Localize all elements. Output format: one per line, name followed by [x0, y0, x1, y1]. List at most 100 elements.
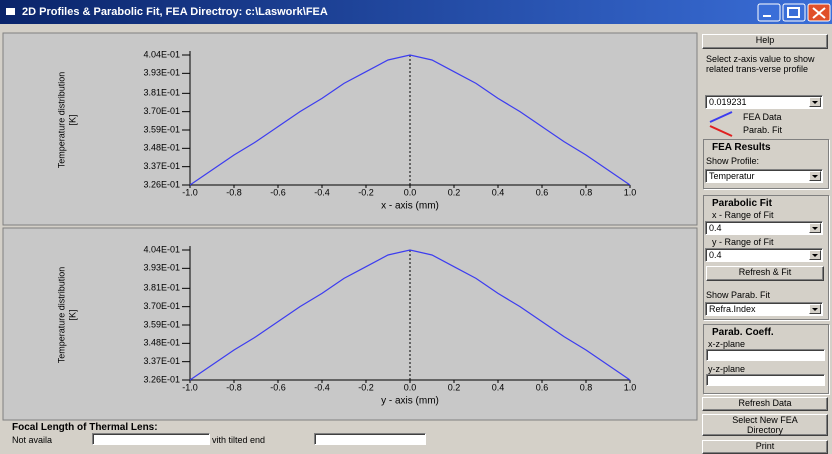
y-axis-label: [K]	[67, 309, 77, 320]
y-tick-label: 3.26E-01	[143, 179, 180, 189]
legend-line	[709, 125, 733, 137]
label: Show Parab. Fit	[706, 290, 771, 300]
xz-input[interactable]	[706, 349, 825, 361]
legend-line	[709, 111, 733, 123]
x-axis-label: x - axis (mm)	[381, 201, 439, 212]
tilted-input[interactable]	[314, 433, 426, 445]
legend-label: Parab. Fit	[743, 125, 783, 135]
instruction-text: Select z-axis value to show related tran…	[706, 54, 815, 74]
footer-title: Focal Length of Thermal Lens:	[12, 422, 158, 433]
data-line	[189, 249, 631, 381]
y-axis-label: Temperature distribution	[56, 267, 66, 364]
dropdown-arrow	[809, 171, 821, 181]
x-tick-label: 0.6	[536, 382, 549, 392]
y-tick-label: 3.93E-01	[143, 68, 180, 78]
parab-coeff-group	[703, 324, 829, 394]
x-tick-label: -0.8	[226, 382, 242, 392]
y-tick-label: 3.70E-01	[143, 106, 180, 116]
dropdown-value: 0.019231	[709, 97, 747, 107]
title-bar	[0, 0, 832, 24]
x-tick-label: -0.2	[358, 187, 374, 197]
x-range-dropdown[interactable]: 0.4	[705, 221, 823, 235]
y-range-dropdown[interactable]: 0.4	[705, 248, 823, 262]
parabolic-fit-group	[703, 195, 829, 320]
dropdown-arrow	[809, 223, 821, 233]
x-tick-label: 0.6	[536, 187, 549, 197]
y-tick-label: 3.48E-01	[143, 143, 180, 153]
x-tick-label: 0.2	[448, 382, 461, 392]
y-axis-label: [K]	[67, 114, 77, 125]
fea-results-group	[703, 139, 829, 189]
x-tick-label: -1.0	[182, 382, 198, 392]
focal-input[interactable]	[92, 433, 210, 445]
dropdown-value: Refra.Index	[709, 304, 756, 314]
footer-label: Not availa	[12, 435, 53, 445]
y-tick-label: 4.04E-01	[143, 244, 180, 254]
y-tick-label: 3.81E-01	[143, 88, 180, 98]
dropdown-value: 0.4	[709, 250, 722, 260]
y-tick-label: 3.48E-01	[143, 338, 180, 348]
x-tick-label: 0.8	[580, 187, 593, 197]
close-icon	[812, 7, 826, 19]
y-tick-label: 3.70E-01	[143, 301, 180, 311]
label: Show Profile:	[706, 156, 760, 166]
x-tick-label: -0.6	[270, 187, 286, 197]
select-dir-button[interactable]: Select New FEA Directory	[702, 414, 828, 436]
label: y-z-plane	[708, 364, 746, 374]
x-tick-label: -0.2	[358, 382, 374, 392]
footer-label: vith tilted end	[212, 435, 266, 445]
x-tick-label: -0.4	[314, 382, 330, 392]
x-tick-label: 0.2	[448, 187, 461, 197]
refresh-data-button[interactable]: Refresh Data	[702, 397, 828, 411]
x-tick-label: -1.0	[182, 187, 198, 197]
show-fit-dropdown[interactable]: Refra.Index	[705, 302, 823, 316]
x-tick-label: 1.0	[624, 382, 637, 392]
profile-dropdown[interactable]: Temperatur	[705, 169, 823, 183]
x-tick-label: -0.8	[226, 187, 242, 197]
refresh-fit-button[interactable]: Refresh & Fit	[706, 266, 824, 281]
label: x - Range of Fit	[712, 210, 774, 220]
dropdown-value: 0.4	[709, 223, 722, 233]
y-tick-label: 3.81E-01	[143, 283, 180, 293]
minimize-icon	[763, 15, 771, 17]
x-axis-label: y - axis (mm)	[381, 396, 439, 407]
print-button[interactable]: Print	[702, 440, 828, 454]
maximize-button[interactable]	[782, 3, 806, 22]
x-tick-label: -0.6	[270, 382, 286, 392]
x-tick-label: -0.4	[314, 187, 330, 197]
yz-input[interactable]	[706, 374, 825, 386]
x-tick-label: 1.0	[624, 187, 637, 197]
legend-icons	[709, 111, 733, 137]
x-tick-label: 0.4	[492, 382, 505, 392]
dropdown-arrow	[809, 304, 821, 314]
group-title: Parabolic Fit	[712, 198, 773, 209]
x-tick-label: 0.0	[404, 187, 417, 197]
z-value-dropdown[interactable]: 0.019231	[705, 95, 823, 109]
y-tick-label: 3.26E-01	[143, 374, 180, 384]
maximize-icon	[787, 7, 800, 18]
y-tick-label: 3.93E-01	[143, 263, 180, 273]
y-tick-label: 3.37E-01	[143, 356, 180, 366]
help-button[interactable]: Help	[702, 34, 828, 49]
y-tick-label: 3.59E-01	[143, 124, 180, 134]
dropdown-arrow	[809, 250, 821, 260]
legend-label: FEA Data	[743, 112, 782, 122]
window-title: 2D Profiles & Parabolic Fit, FEA Directr…	[22, 6, 328, 18]
chart-panel	[2, 32, 698, 226]
label: x-z-plane	[708, 339, 746, 349]
app-icon	[6, 8, 15, 15]
y-tick-label: 3.59E-01	[143, 319, 180, 329]
y-axis-label: Temperature distribution	[56, 72, 66, 169]
dropdown-arrow	[809, 97, 821, 107]
group-title: FEA Results	[712, 142, 771, 153]
y-tick-label: 4.04E-01	[143, 49, 180, 59]
chart-panel	[2, 227, 698, 421]
x-tick-label: 0.8	[580, 382, 593, 392]
y-tick-label: 3.37E-01	[143, 161, 180, 171]
x-tick-label: 0.0	[404, 382, 417, 392]
label: y - Range of Fit	[712, 237, 774, 247]
data-line	[189, 54, 631, 186]
minimize-button[interactable]	[757, 3, 781, 22]
